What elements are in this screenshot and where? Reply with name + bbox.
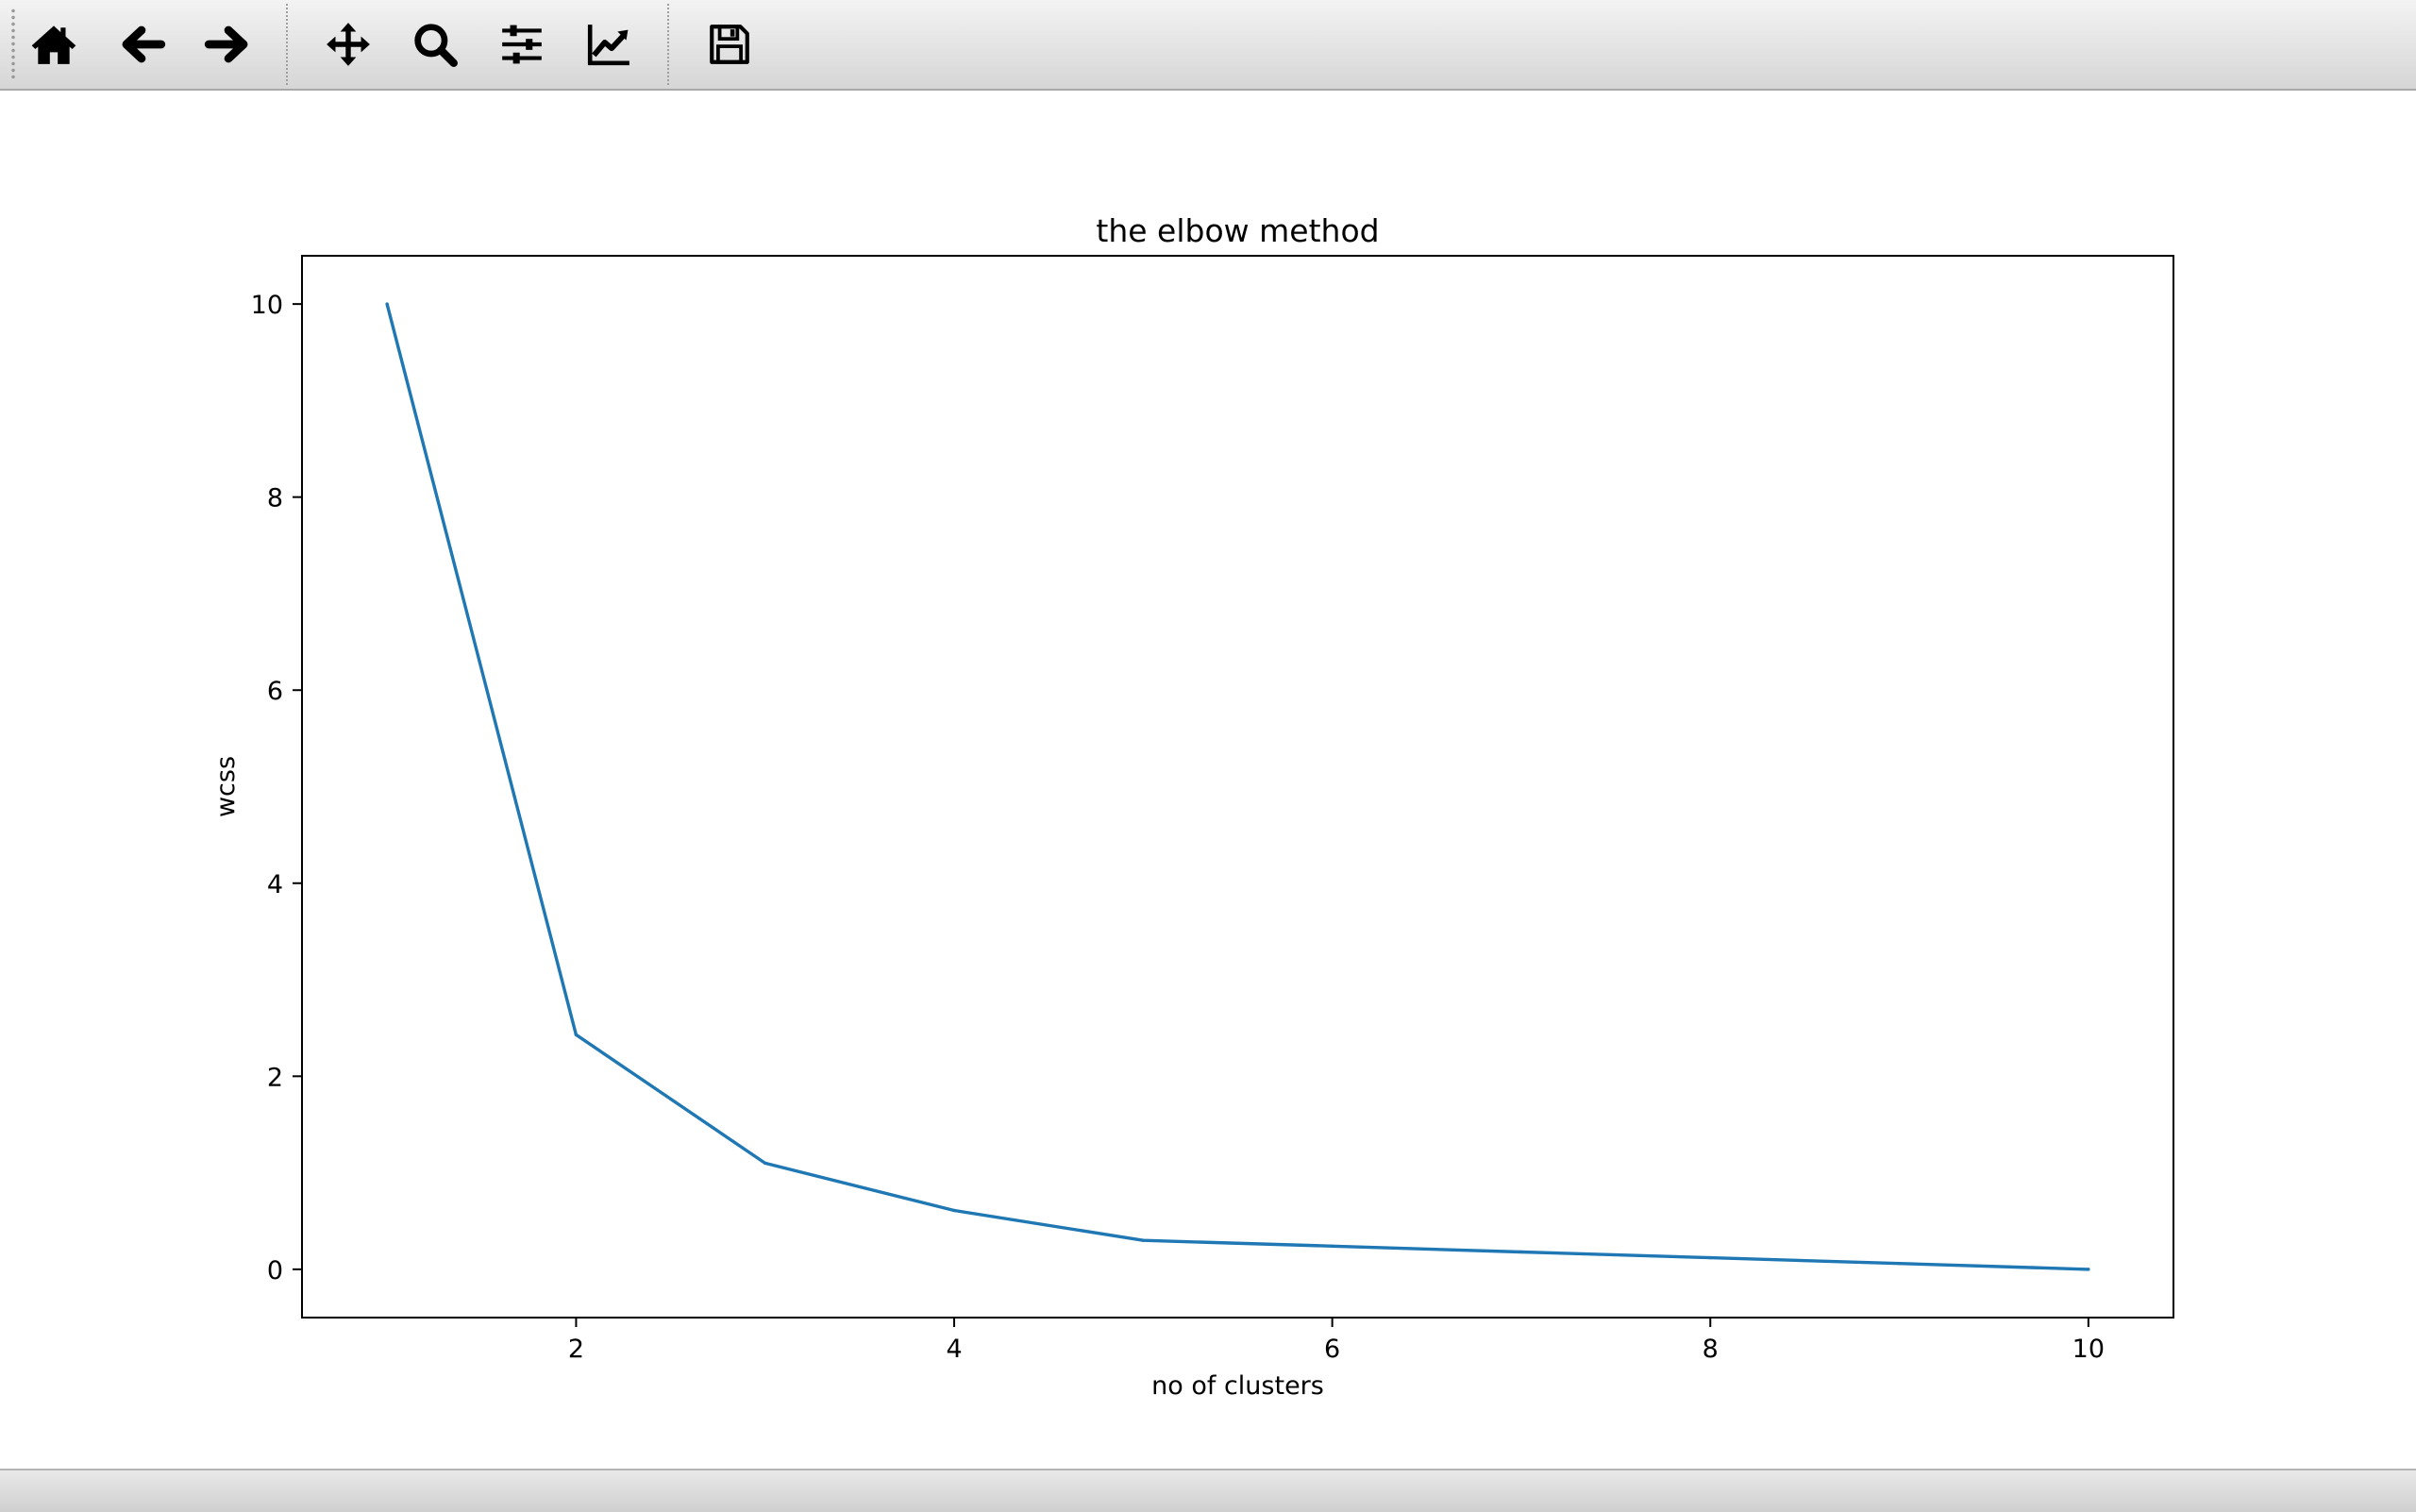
y-tick-label: 2 bbox=[267, 1063, 283, 1092]
status-bar bbox=[0, 1469, 2416, 1512]
home-button[interactable] bbox=[23, 13, 85, 76]
data-point bbox=[1897, 1262, 1902, 1266]
data-point bbox=[2087, 1268, 2090, 1271]
data-point bbox=[1330, 1244, 1334, 1249]
arrow-right-icon bbox=[204, 25, 248, 63]
toolbar-separator bbox=[286, 4, 288, 85]
toolbar-grip[interactable] bbox=[11, 8, 15, 79]
chart-title: the elbow method bbox=[1096, 212, 1379, 249]
arrow-left-icon bbox=[122, 25, 166, 63]
y-tick-label: 0 bbox=[267, 1256, 283, 1285]
x-tick-label: 8 bbox=[1703, 1335, 1719, 1364]
configure-subplots-button[interactable] bbox=[491, 13, 553, 76]
zoom-button[interactable] bbox=[404, 13, 466, 76]
pan-button[interactable] bbox=[317, 13, 379, 76]
save-button[interactable] bbox=[698, 13, 761, 76]
data-point bbox=[574, 1033, 579, 1037]
y-axis-label: wcss bbox=[211, 756, 241, 817]
y-tick-label: 10 bbox=[251, 291, 283, 320]
toolbar-separator bbox=[667, 4, 669, 85]
edit-axis-button[interactable] bbox=[578, 13, 640, 76]
data-point bbox=[1141, 1238, 1146, 1242]
series-line bbox=[385, 303, 2089, 1271]
y-tick-label: 4 bbox=[267, 870, 283, 899]
magnifier-icon bbox=[414, 24, 458, 67]
forward-button[interactable] bbox=[196, 13, 259, 76]
floppy-disk-icon bbox=[710, 25, 749, 64]
x-axis-label: no of clusters bbox=[1151, 1371, 1324, 1401]
data-point bbox=[1708, 1255, 1712, 1260]
y-tick-label: 6 bbox=[267, 677, 283, 706]
y-tick-label: 8 bbox=[267, 484, 283, 513]
data-point bbox=[952, 1208, 956, 1213]
x-tick-label: 4 bbox=[946, 1335, 962, 1364]
line-chart-icon bbox=[587, 25, 629, 66]
navigation-toolbar bbox=[0, 0, 2416, 91]
data-point bbox=[1519, 1250, 1523, 1254]
axes-frame bbox=[301, 255, 2174, 1319]
data-point bbox=[385, 302, 389, 306]
sliders-icon bbox=[502, 25, 542, 64]
x-tick-label: 10 bbox=[2072, 1335, 2105, 1364]
x-tick-label: 6 bbox=[1324, 1335, 1340, 1364]
data-point bbox=[763, 1161, 767, 1166]
x-tick-label: 2 bbox=[568, 1335, 584, 1364]
move-arrows-icon bbox=[327, 23, 370, 66]
back-button[interactable] bbox=[111, 13, 174, 76]
home-icon bbox=[31, 25, 76, 64]
figure-canvas[interactable]: the elbow method 2 4 6 8 10 0 2 4 6 8 10 no of clust… bbox=[0, 91, 2416, 1467]
